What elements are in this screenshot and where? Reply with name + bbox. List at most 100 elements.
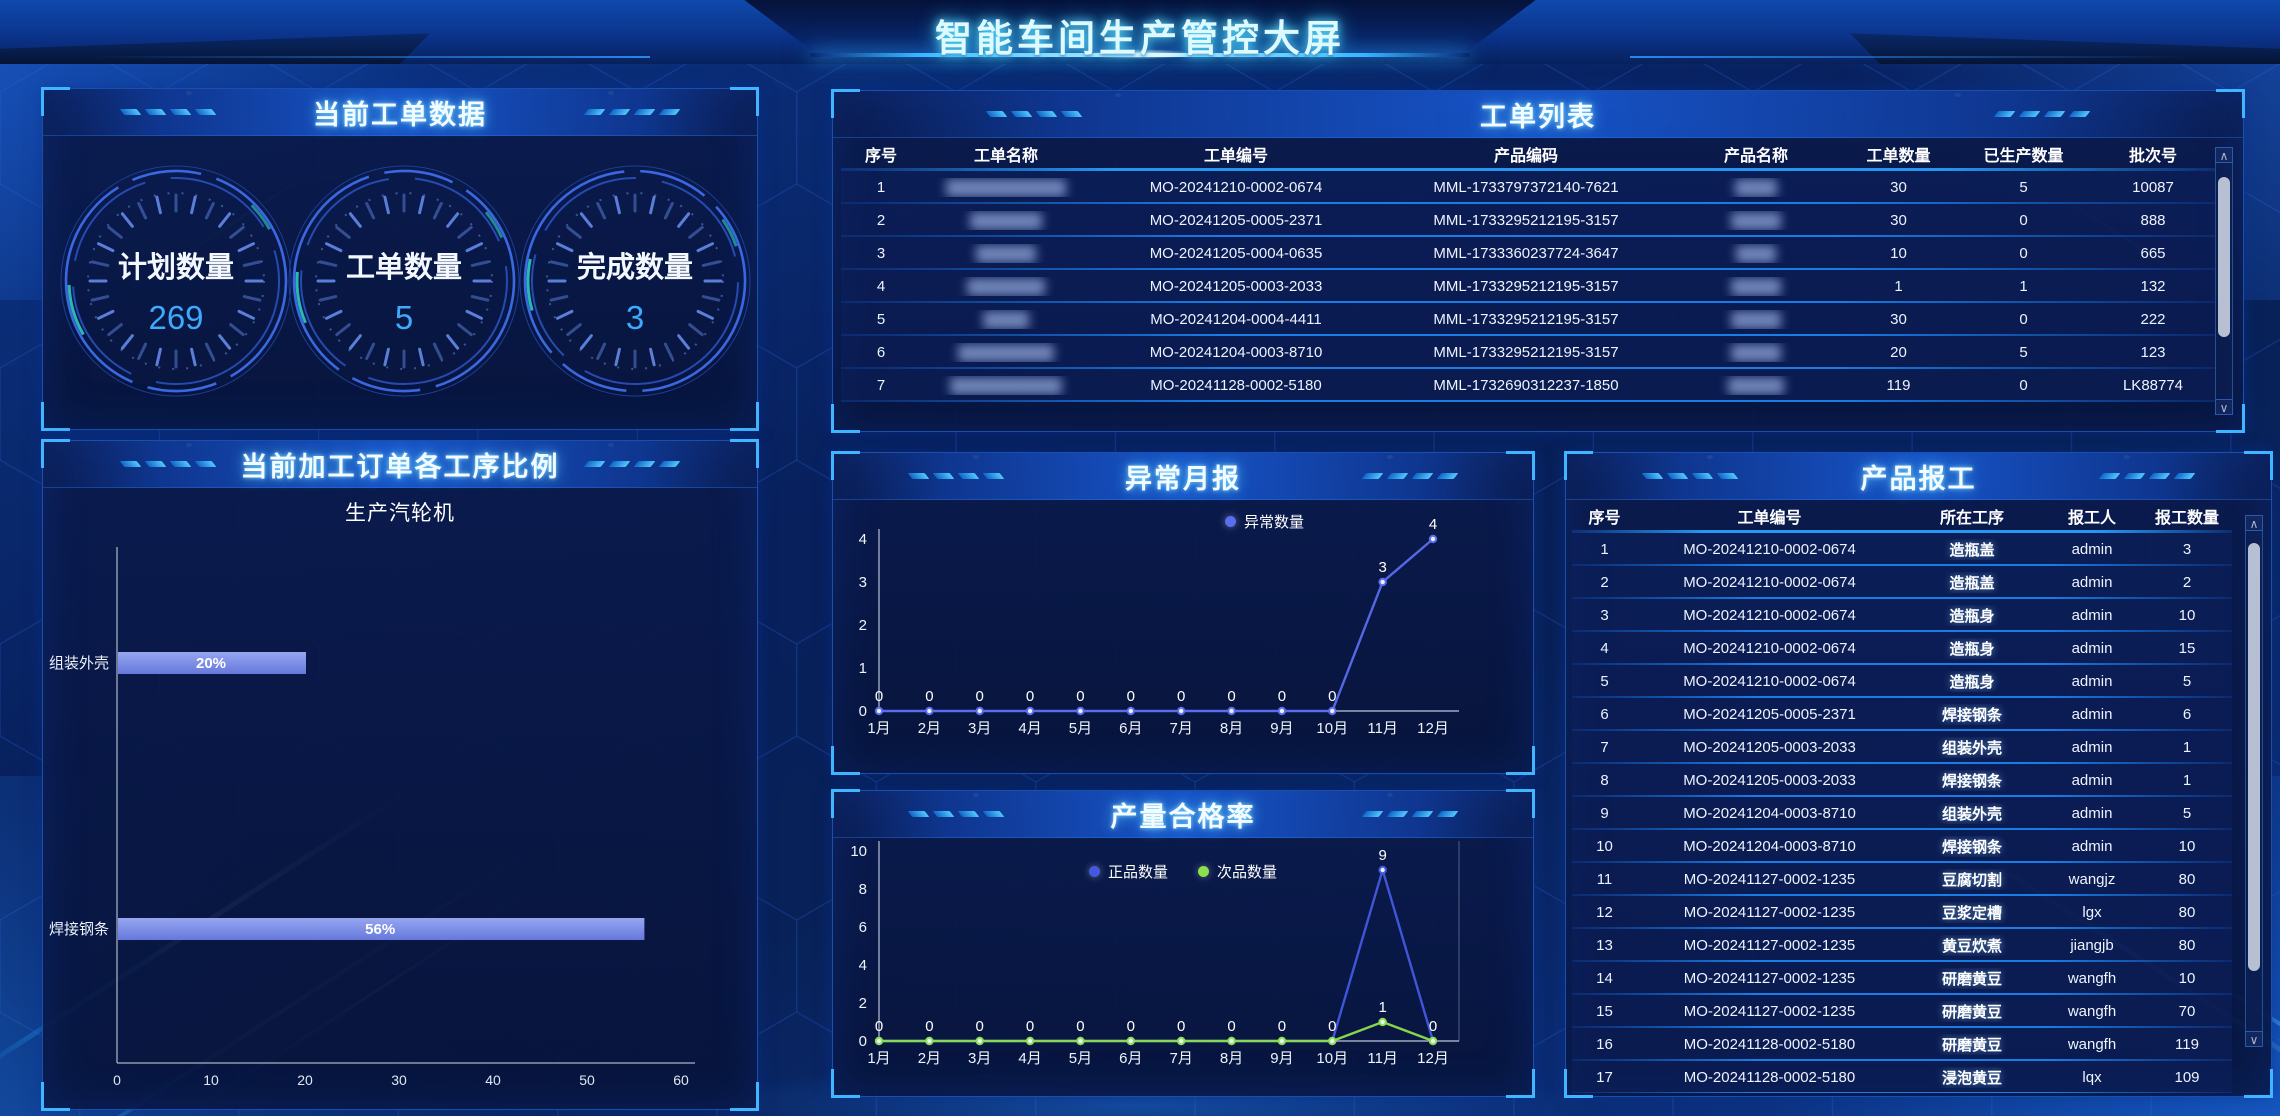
x-tick-label: 7月 <box>1170 1050 1193 1067</box>
panel-title: 当前工单数据 <box>313 99 487 130</box>
x-tick-label: 20 <box>297 1072 313 1088</box>
x-tick-label: 0 <box>113 1072 121 1088</box>
slash-decor-icon <box>584 109 681 115</box>
table-row[interactable]: 5 MO-20241204-0004-4411 MML-1733295212195-… <box>841 303 2215 336</box>
category-label: 焊接钢条 <box>49 921 109 938</box>
legend-item[interactable]: 次品数量 <box>1198 861 1277 882</box>
table-row[interactable]: 1 MO-20241210-0002-0674 造瓶盖 admin 3 <box>1572 533 2232 566</box>
table-cell: 1 <box>1600 541 1609 558</box>
x-tick-label: 12月 <box>1417 1050 1449 1067</box>
blurred-text <box>967 277 1045 296</box>
table-cell: 浸泡黄豆 <box>1941 1070 2002 1087</box>
table-cell: MO-20241127-0002-1235 <box>1683 970 1856 987</box>
table-row[interactable]: 10 MO-20241204-0003-8710 焊接钢条 admin 10 <box>1572 830 2232 863</box>
y-tick-label: 2 <box>859 617 867 634</box>
table-row[interactable]: 3 MO-20241210-0002-0674 造瓶身 admin 10 <box>1572 599 2232 632</box>
table-cell: admin <box>2071 607 2113 624</box>
table-cell: 15 <box>1596 1003 1613 1020</box>
table-row[interactable]: 4 MO-20241205-0003-2033 MML-1733295212195-… <box>841 270 2215 303</box>
scroll-up-icon[interactable]: ∧ <box>2215 147 2233 163</box>
blurred-text <box>970 211 1042 230</box>
legend-marker-icon <box>1088 866 1100 877</box>
table-row[interactable]: 13 MO-20241127-0002-1235 黄豆炊煮 jiangjb 80 <box>1572 929 2232 962</box>
table-cell: 80 <box>2178 937 2196 954</box>
table-cell <box>1671 211 1841 230</box>
table-row[interactable]: 4 MO-20241210-0002-0674 造瓶身 admin 15 <box>1572 632 2232 665</box>
table-row[interactable]: 1 MO-20241210-0002-0674 MML-1733797372140-… <box>841 171 2215 204</box>
table-cell: 焊接钢条 <box>1941 773 2002 790</box>
x-tick-label: 9月 <box>1270 1050 1293 1067</box>
table-row[interactable]: 2 MO-20241205-0005-2371 MML-1733295212195-… <box>841 204 2215 237</box>
table-cell: admin <box>2071 541 2113 558</box>
table-cell: wangjz <box>2068 871 2116 888</box>
vertical-scrollbar[interactable]: ∧ ∨ <box>2245 515 2263 1047</box>
table-cell <box>1671 310 1841 329</box>
slash-decor-icon <box>119 461 216 467</box>
table-row[interactable]: 12 MO-20241127-0002-1235 豆浆定槽 lgx 80 <box>1572 896 2232 929</box>
x-tick-label: 60 <box>673 1072 689 1088</box>
table-cell: 焊接钢条 <box>1941 707 2002 724</box>
legend-label: 正品数量 <box>1107 864 1168 881</box>
table-row[interactable]: 16 MO-20241128-0002-5180 研磨黄豆 wangfh 119 <box>1572 1028 2232 1061</box>
table-cell: MO-20241205-0004-0635 <box>1149 245 1323 262</box>
legend-item[interactable]: 异常数量 <box>1225 511 1304 532</box>
table-row[interactable]: 9 MO-20241204-0003-8710 组装外壳 admin 5 <box>1572 797 2232 830</box>
table-row[interactable]: 7 MO-20241128-0002-5180 MML-1732690312237-… <box>841 369 2215 402</box>
table-row[interactable]: 7 MO-20241205-0003-2033 组装外壳 admin 1 <box>1572 731 2232 764</box>
process-ratio-bar-chart: 0 10 20 30 40 50 60 组装外壳 20% 焊接钢条 56% <box>43 487 757 1109</box>
column-header: 产品编码 <box>1493 148 1558 165</box>
gauge-label: 完成数量 <box>577 250 693 284</box>
table-cell: MML-1732690312237-1850 <box>1433 377 1619 394</box>
x-tick-label: 1月 <box>867 1050 890 1067</box>
table-row[interactable]: 6 MO-20241204-0003-8710 MML-1733295212195-… <box>841 336 2215 369</box>
legend-item[interactable]: 正品数量 <box>1088 861 1168 882</box>
y-tick-label: 10 <box>850 843 867 860</box>
column-header: 工单编号 <box>1203 148 1268 165</box>
bar-value-label: 56% <box>365 921 395 938</box>
table-row[interactable]: 3 MO-20241205-0004-0635 MML-1733360237724-… <box>841 237 2215 270</box>
blurred-text <box>946 178 1066 197</box>
gauge-value: 5 <box>395 299 413 336</box>
corner-bracket <box>2244 1069 2273 1098</box>
scroll-down-icon[interactable]: ∨ <box>2215 399 2233 415</box>
table-row[interactable]: 17 MO-20241128-0002-5180 浸泡黄豆 lqx 109 <box>1572 1061 2232 1093</box>
table-cell: MML-1733295212195-3157 <box>1433 344 1619 361</box>
point-label: 4 <box>1429 516 1437 533</box>
table-cell <box>921 376 1091 395</box>
scrollbar-thumb[interactable] <box>2248 543 2260 971</box>
scroll-down-icon[interactable]: ∨ <box>2245 1031 2263 1047</box>
table-row[interactable]: 11 MO-20241127-0002-1235 豆腐切割 wangjz 80 <box>1572 863 2232 896</box>
legend-marker-icon <box>1198 866 1209 877</box>
x-tick-label: 40 <box>485 1072 501 1088</box>
table-row[interactable]: 15 MO-20241127-0002-1235 研磨黄豆 wangfh 70 <box>1572 995 2232 1028</box>
table-cell: 5 <box>2182 673 2192 690</box>
scroll-up-icon[interactable]: ∧ <box>2245 515 2263 531</box>
series-line-次品数量 <box>879 1020 1434 1043</box>
column-header: 所在工序 <box>1939 510 2004 527</box>
table-row[interactable]: 5 MO-20241210-0002-0674 造瓶身 admin 5 <box>1572 665 2232 698</box>
table-cell <box>1671 244 1841 263</box>
vertical-scrollbar[interactable]: ∧ ∨ <box>2215 147 2233 415</box>
blurred-text <box>1736 244 1776 263</box>
table-row[interactable]: 2 MO-20241210-0002-0674 造瓶盖 admin 2 <box>1572 566 2232 599</box>
panel-titlebar: 当前加工订单各工序比例 <box>43 441 757 488</box>
scrollbar-thumb[interactable] <box>2218 177 2230 337</box>
table-header-row: 序号 工单名称 工单编号 产品编码 产品名称 工单数量 已生产数量 批次号 <box>841 137 2215 171</box>
scrollbar-track[interactable] <box>2245 531 2263 1031</box>
table-cell: 1 <box>2182 772 2192 789</box>
table-cell: MO-20241205-0003-2033 <box>1683 772 1856 789</box>
scrollbar-track[interactable] <box>2215 163 2233 399</box>
table-cell: 研磨黄豆 <box>1941 1004 2002 1021</box>
table-cell: 0 <box>2019 212 2028 229</box>
table-cell: 7 <box>1600 739 1609 756</box>
table-row[interactable]: 8 MO-20241205-0003-2033 焊接钢条 admin 1 <box>1572 764 2232 797</box>
column-header: 工单名称 <box>973 148 1038 165</box>
panel-work-order-list: 工单列表 序号 工单名称 工单编号 产品编码 产品名称 工单数量 已生产数量 批次号 1 MO-2… <box>831 89 2245 433</box>
point-label: 0 <box>1026 1018 1034 1035</box>
point-label: 0 <box>1429 1018 1437 1035</box>
work-order-table: 序号 工单名称 工单编号 产品编码 产品名称 工单数量 已生产数量 批次号 1 MO-202412… <box>841 137 2215 425</box>
point-label: 0 <box>976 1018 984 1035</box>
x-tick-label: 6月 <box>1119 1050 1142 1067</box>
table-row[interactable]: 14 MO-20241127-0002-1235 研磨黄豆 wangfh 10 <box>1572 962 2232 995</box>
table-row[interactable]: 6 MO-20241205-0005-2371 焊接钢条 admin 6 <box>1572 698 2232 731</box>
